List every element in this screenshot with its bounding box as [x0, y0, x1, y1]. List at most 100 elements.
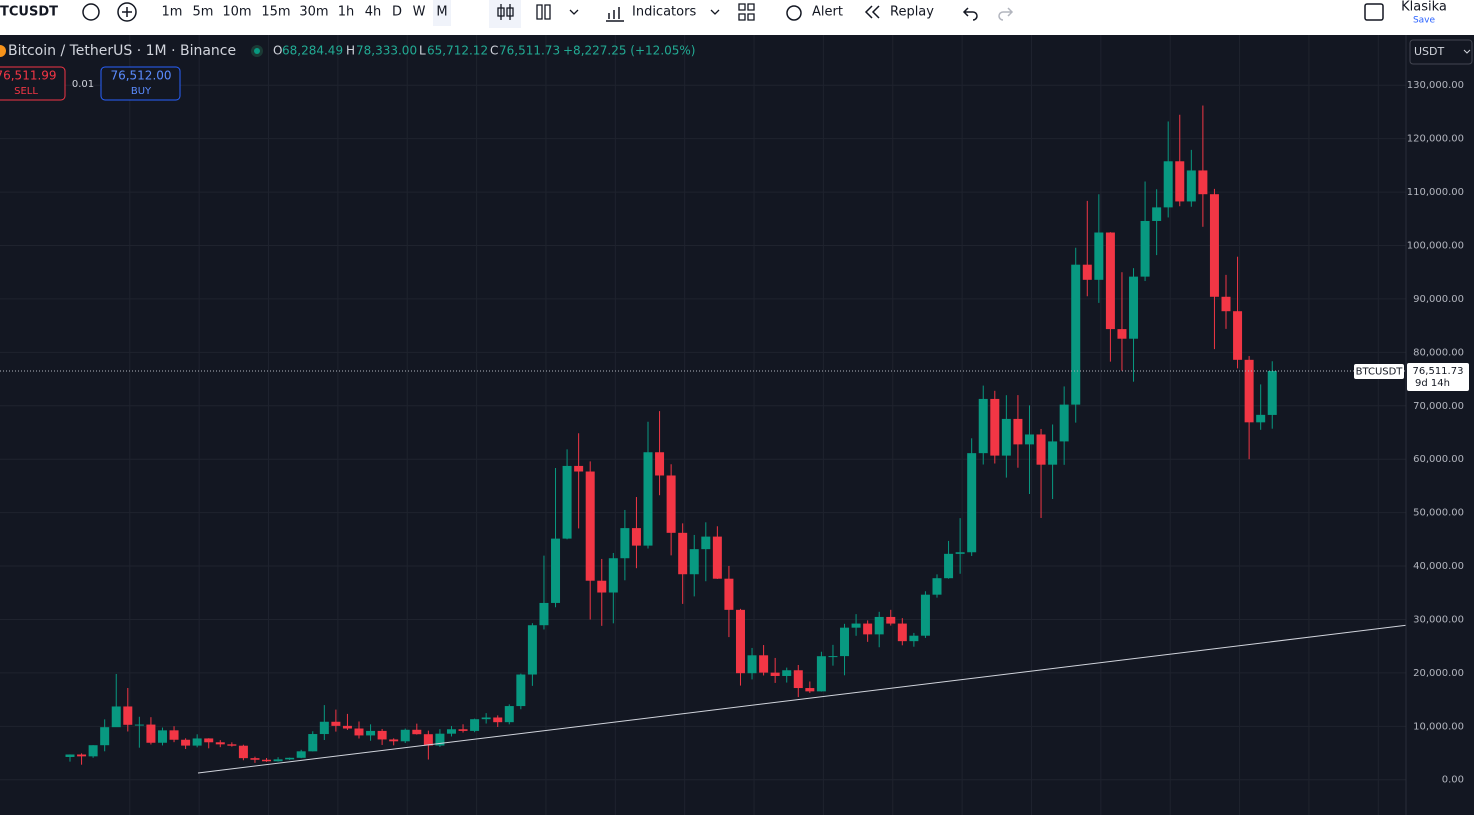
open-value: 68,284.49 — [282, 44, 343, 58]
dropdown[interactable] — [569, 9, 579, 15]
high-label: H — [346, 44, 355, 58]
candles — [0, 105, 1406, 765]
countdown: 9d 14h — [1415, 378, 1450, 389]
y-tick-label: 130,000.00 — [1407, 80, 1464, 91]
chart-type-bg — [489, 0, 521, 28]
candle-body — [100, 727, 110, 746]
compare-button[interactable] — [117, 2, 137, 22]
toolbar-bg — [0, 0, 1474, 35]
high-value: 78,333.00 — [356, 44, 417, 58]
close-label: C — [490, 44, 498, 58]
quantity[interactable]: 0.01 — [72, 79, 94, 90]
bar-type-icon[interactable] — [536, 4, 551, 20]
layout-name[interactable]: Klasika — [1401, 0, 1447, 15]
candle-body — [215, 742, 225, 745]
redo-button[interactable] — [998, 7, 1014, 21]
sell-price[interactable]: 76,511.99 — [0, 69, 57, 83]
candle-body — [1198, 170, 1208, 195]
replay-button[interactable]: Replay — [890, 5, 934, 20]
close-value: 76,511.73 — [499, 44, 560, 58]
candle-body — [504, 706, 514, 723]
legend-title: Bitcoin / TetherUS · 1M · Binance — [8, 43, 236, 59]
candle-body — [354, 728, 364, 736]
dropdown[interactable] — [710, 9, 720, 15]
interval-active-bg — [433, 0, 451, 26]
interval-button[interactable]: 1m — [162, 5, 183, 20]
currency-selector[interactable] — [1409, 39, 1473, 65]
low-value: 65,712.12 — [427, 44, 488, 58]
candle-body — [701, 536, 711, 550]
currency[interactable]: USDT — [1414, 45, 1445, 58]
symbol-logo — [0, 45, 6, 57]
alert-icon — [786, 5, 802, 21]
symbol[interactable]: TCUSDT — [0, 5, 58, 20]
interval-button[interactable]: M — [436, 5, 447, 20]
candle-body — [1024, 434, 1034, 445]
symbol-tag-bg — [1354, 363, 1404, 379]
y-tick-label: 120,000.00 — [1407, 134, 1464, 145]
candle-body — [955, 552, 965, 554]
indicators-button[interactable]: Indicators — [632, 5, 696, 20]
candle-body — [1186, 170, 1196, 202]
candle-body — [932, 578, 942, 595]
interval-button[interactable]: 1h — [338, 5, 355, 20]
candle-body — [655, 452, 665, 476]
candle-body — [1152, 207, 1162, 221]
candle-body — [181, 739, 191, 746]
interval-button[interactable]: D — [392, 5, 402, 20]
interval-button[interactable]: W — [413, 5, 426, 20]
undo-button[interactable] — [962, 7, 978, 21]
candle-body — [77, 754, 87, 757]
candle-body — [273, 759, 283, 762]
y-tick-label: 100,000.00 — [1407, 240, 1464, 251]
interval-button[interactable]: 30m — [299, 5, 328, 20]
candle-body — [400, 729, 410, 742]
candle-body — [1001, 418, 1011, 456]
interval-button[interactable]: 15m — [261, 5, 290, 20]
candle-body — [1071, 264, 1081, 405]
y-tick-label: 20,000.00 — [1413, 668, 1464, 679]
price-axis: 0.00 10,000.00 20,000.00 30,000.00 40,000.00… — [1354, 80, 1469, 786]
interval-button[interactable]: 10m — [222, 5, 251, 20]
interval-button[interactable]: 5m — [193, 5, 214, 20]
buy-label[interactable]: BUY — [131, 86, 152, 97]
dropdown[interactable] — [1463, 49, 1471, 54]
indicators-icon — [606, 7, 624, 22]
save-button[interactable]: Save — [1413, 16, 1436, 26]
candle-body — [192, 738, 202, 746]
candle-body — [863, 623, 873, 635]
interval-button[interactable]: 4h — [365, 5, 382, 20]
symbol-icon[interactable] — [82, 3, 100, 21]
y-tick-label: 110,000.00 — [1407, 187, 1464, 198]
trend-line — [197, 616, 1474, 774]
candle-body — [1221, 296, 1231, 312]
candle-body — [562, 465, 572, 539]
candle-body — [262, 759, 272, 762]
buy-price[interactable]: 76,512.00 — [110, 69, 171, 83]
sell-button[interactable] — [0, 66, 66, 101]
candle-body — [897, 623, 907, 642]
price-tag: 76,511.73 — [1413, 366, 1464, 377]
layout-icon[interactable] — [1364, 3, 1384, 21]
candle-body — [366, 730, 376, 736]
candle-body — [331, 721, 341, 726]
candle-body — [551, 538, 561, 603]
candle-body — [111, 706, 121, 728]
candle-body — [874, 616, 884, 635]
candle-body — [88, 745, 98, 757]
candle-body — [123, 706, 133, 725]
templates-icon[interactable] — [738, 3, 755, 21]
replay-icon — [864, 5, 880, 19]
candle-type-icon[interactable] — [497, 4, 514, 20]
intervals: 1m 5m 10m 15m 30m 1h 4h D W M — [162, 5, 448, 20]
alert-button[interactable]: Alert — [812, 5, 843, 20]
market-status-dot — [254, 48, 260, 54]
sell-label[interactable]: SELL — [14, 86, 38, 97]
y-tick-label: 10,000.00 — [1413, 721, 1464, 732]
candle-body — [770, 672, 780, 676]
candle-body — [1036, 434, 1046, 465]
candle-body — [389, 739, 399, 742]
buy-button[interactable] — [100, 66, 181, 101]
